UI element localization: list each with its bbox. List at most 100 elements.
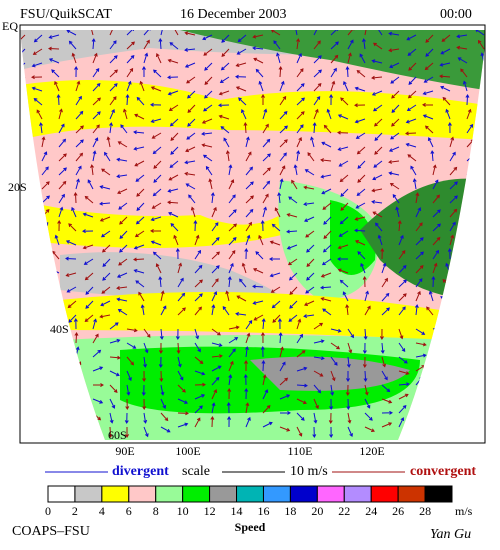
- colorbar-cell: [74, 485, 103, 503]
- wind-arrow: [92, 366, 104, 372]
- wind-arrow: [92, 124, 100, 134]
- wind-arrow: [194, 279, 203, 288]
- wind-arrow: [116, 286, 128, 290]
- wind-arrow: [239, 278, 247, 288]
- wind-arrow: [228, 262, 234, 274]
- wind-arrow: [133, 268, 145, 274]
- wind-arrow: [296, 124, 304, 134]
- colorbar-tick: 24: [365, 504, 377, 518]
- wind-arrow: [337, 268, 349, 274]
- wind-arrow: [102, 272, 111, 281]
- wind-arrow: [330, 30, 339, 36]
- wind-arrow: [338, 160, 349, 167]
- wind-arrow: [253, 268, 264, 274]
- wind-arrow: [41, 181, 50, 190]
- wind-arrow: [293, 30, 298, 36]
- wind-arrow: [75, 426, 87, 432]
- wind-arrow: [109, 355, 121, 360]
- wind-arrow: [337, 257, 349, 262]
- wind-arrow: [321, 141, 332, 148]
- wind-arrow: [85, 300, 94, 309]
- wind-arrow: [432, 194, 440, 204]
- wind-arrow: [91, 38, 96, 50]
- wind-arrow: [194, 328, 200, 340]
- wind-arrow: [296, 137, 302, 148]
- wind-arrow: [362, 38, 366, 50]
- wind-arrow: [415, 278, 423, 288]
- colorbar-cell: [209, 485, 238, 503]
- wind-arrow: [167, 200, 179, 205]
- wind-arrow: [41, 332, 47, 344]
- wind-arrow: [235, 86, 247, 92]
- wind-arrow: [133, 244, 145, 250]
- wind-arrow: [245, 195, 254, 204]
- wind-arrow: [347, 426, 353, 438]
- wind-arrow: [92, 111, 101, 120]
- wind-arrow: [211, 354, 223, 359]
- wind-arrow: [322, 308, 332, 316]
- wind-arrow: [296, 38, 301, 50]
- wind-arrow: [289, 300, 298, 309]
- wind-arrow: [330, 41, 339, 50]
- wind-arrow: [56, 346, 61, 358]
- wind-arrow: [75, 80, 81, 92]
- wind-arrow: [54, 80, 60, 92]
- wind-arrow: [313, 370, 324, 377]
- wind-arrow: [425, 34, 434, 43]
- wind-arrow: [33, 34, 43, 43]
- wind-arrow: [447, 248, 452, 260]
- wind-arrow: [339, 216, 349, 225]
- wind-arrow: [390, 76, 400, 84]
- wind-arrow: [184, 171, 196, 176]
- wind-arrow: [84, 314, 94, 323]
- wind-arrow: [65, 240, 77, 246]
- wind-arrow: [101, 286, 111, 294]
- wind-arrow: [211, 291, 218, 302]
- wind-arrow: [184, 31, 196, 36]
- wind-arrow: [23, 388, 28, 400]
- wind-arrow: [408, 76, 417, 85]
- wind-arrow: [342, 291, 349, 302]
- wind-arrow: [330, 384, 335, 396]
- wind-arrow: [303, 314, 315, 319]
- wind-arrow: [108, 426, 113, 438]
- wind-arrow: [447, 374, 452, 386]
- wind-arrow: [138, 291, 145, 302]
- wind-arrow: [398, 370, 410, 375]
- wind-arrow: [151, 202, 162, 209]
- wind-arrow: [460, 68, 468, 78]
- wind-arrow: [381, 307, 390, 316]
- footer-right: Yan Gu: [430, 527, 471, 542]
- colorbar-cell: [370, 485, 399, 503]
- wind-arrow: [125, 426, 129, 438]
- wind-arrow: [428, 290, 434, 302]
- wind-arrow: [31, 75, 43, 80]
- wind-arrow: [236, 295, 247, 302]
- lon-label: 90E: [115, 444, 134, 458]
- date: 16 December 2003: [180, 7, 287, 22]
- wind-arrow: [432, 374, 436, 386]
- wind-arrow: [126, 342, 137, 349]
- wind-arrow: [31, 311, 43, 316]
- wind-arrow: [241, 109, 247, 120]
- wind-arrow: [104, 151, 111, 162]
- colorbar-cell: [316, 485, 345, 503]
- wind-arrow: [374, 146, 383, 155]
- wind-arrow: [395, 206, 400, 218]
- wind-arrow: [41, 221, 49, 232]
- wind-arrow: [328, 412, 333, 424]
- wind-arrow: [380, 342, 385, 354]
- wind-arrow: [49, 314, 60, 321]
- wind-arrow: [235, 74, 247, 79]
- wind-arrow: [109, 96, 117, 106]
- wind-arrow: [211, 222, 219, 232]
- wind-arrow: [279, 95, 287, 106]
- colorbar-cell: [236, 485, 264, 503]
- wind-arrow: [313, 412, 318, 424]
- wind-arrow: [440, 295, 451, 302]
- wind-arrow: [388, 171, 400, 176]
- wind-arrow: [286, 244, 298, 250]
- wind-arrow: [388, 146, 400, 152]
- wind-arrow: [278, 66, 283, 78]
- wind-arrow: [126, 370, 132, 382]
